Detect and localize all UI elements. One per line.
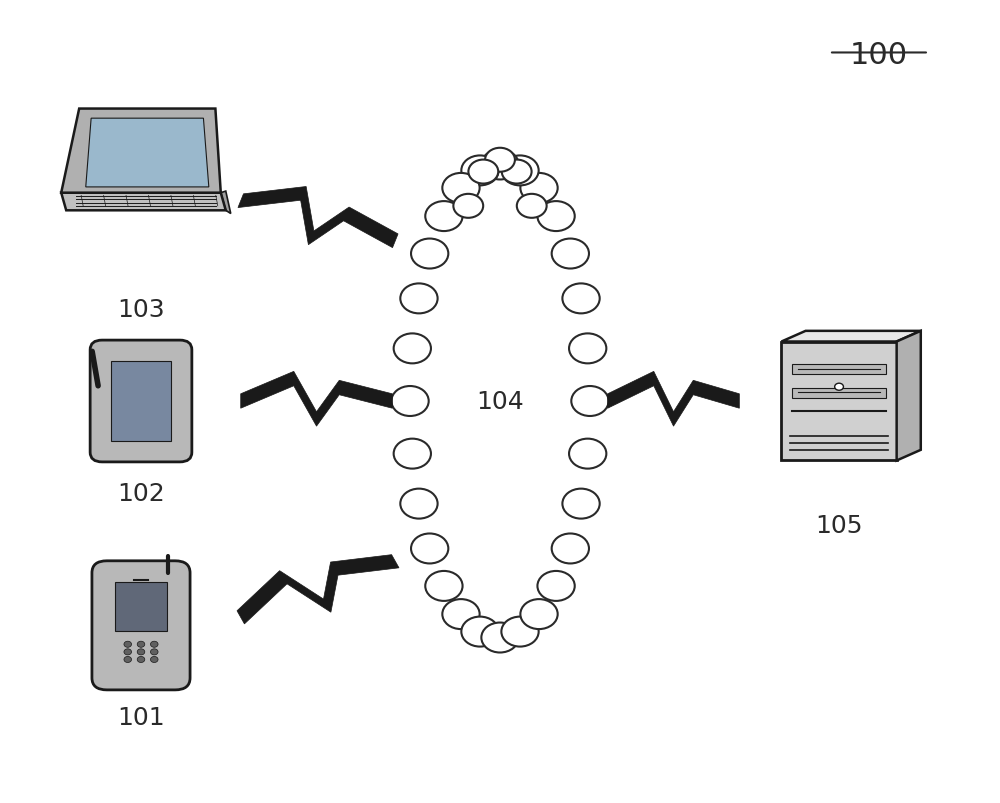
Circle shape (481, 623, 519, 653)
Ellipse shape (418, 157, 582, 646)
Circle shape (562, 284, 600, 314)
Circle shape (124, 642, 132, 647)
Circle shape (150, 642, 158, 647)
Bar (115, 582, 167, 631)
Circle shape (425, 571, 463, 601)
Circle shape (571, 386, 609, 417)
Circle shape (835, 384, 843, 391)
Circle shape (481, 150, 519, 180)
Circle shape (137, 657, 145, 662)
Circle shape (520, 599, 558, 630)
Circle shape (552, 239, 589, 269)
Circle shape (520, 173, 558, 204)
Circle shape (569, 439, 606, 469)
Text: 103: 103 (117, 297, 165, 321)
Circle shape (562, 489, 600, 519)
Polygon shape (241, 372, 392, 426)
Circle shape (137, 642, 145, 647)
Circle shape (124, 657, 132, 662)
Circle shape (502, 161, 532, 185)
Bar (792, 365, 886, 374)
Circle shape (400, 489, 438, 519)
Polygon shape (237, 555, 399, 624)
Bar (111, 361, 171, 442)
Polygon shape (221, 192, 231, 214)
Circle shape (537, 202, 575, 232)
Circle shape (442, 173, 480, 204)
Circle shape (461, 157, 499, 186)
Text: 105: 105 (815, 514, 863, 537)
Polygon shape (781, 332, 921, 342)
Circle shape (569, 334, 606, 364)
Circle shape (394, 334, 431, 364)
Circle shape (150, 649, 158, 655)
Circle shape (501, 617, 539, 646)
Text: 101: 101 (117, 706, 165, 730)
Circle shape (442, 599, 480, 630)
Circle shape (150, 657, 158, 662)
Polygon shape (781, 342, 897, 461)
Circle shape (552, 534, 589, 564)
Circle shape (394, 439, 431, 469)
Circle shape (453, 194, 483, 218)
Circle shape (517, 194, 547, 218)
FancyBboxPatch shape (92, 561, 190, 690)
Circle shape (411, 534, 448, 564)
Text: 104: 104 (476, 389, 524, 414)
Circle shape (411, 239, 448, 269)
Bar (792, 389, 886, 398)
Circle shape (537, 571, 575, 601)
Polygon shape (608, 372, 739, 426)
Circle shape (391, 386, 429, 417)
Polygon shape (61, 194, 226, 211)
Polygon shape (61, 109, 221, 194)
Text: 102: 102 (117, 482, 165, 506)
Circle shape (468, 161, 498, 185)
Circle shape (461, 617, 499, 646)
Text: 100: 100 (850, 42, 908, 71)
Circle shape (137, 649, 145, 655)
Circle shape (501, 157, 539, 186)
Circle shape (400, 284, 438, 314)
Circle shape (425, 202, 463, 232)
Circle shape (485, 149, 515, 173)
Polygon shape (897, 332, 921, 461)
Polygon shape (238, 187, 398, 248)
Circle shape (124, 649, 132, 655)
Polygon shape (86, 119, 209, 188)
FancyBboxPatch shape (90, 340, 192, 463)
